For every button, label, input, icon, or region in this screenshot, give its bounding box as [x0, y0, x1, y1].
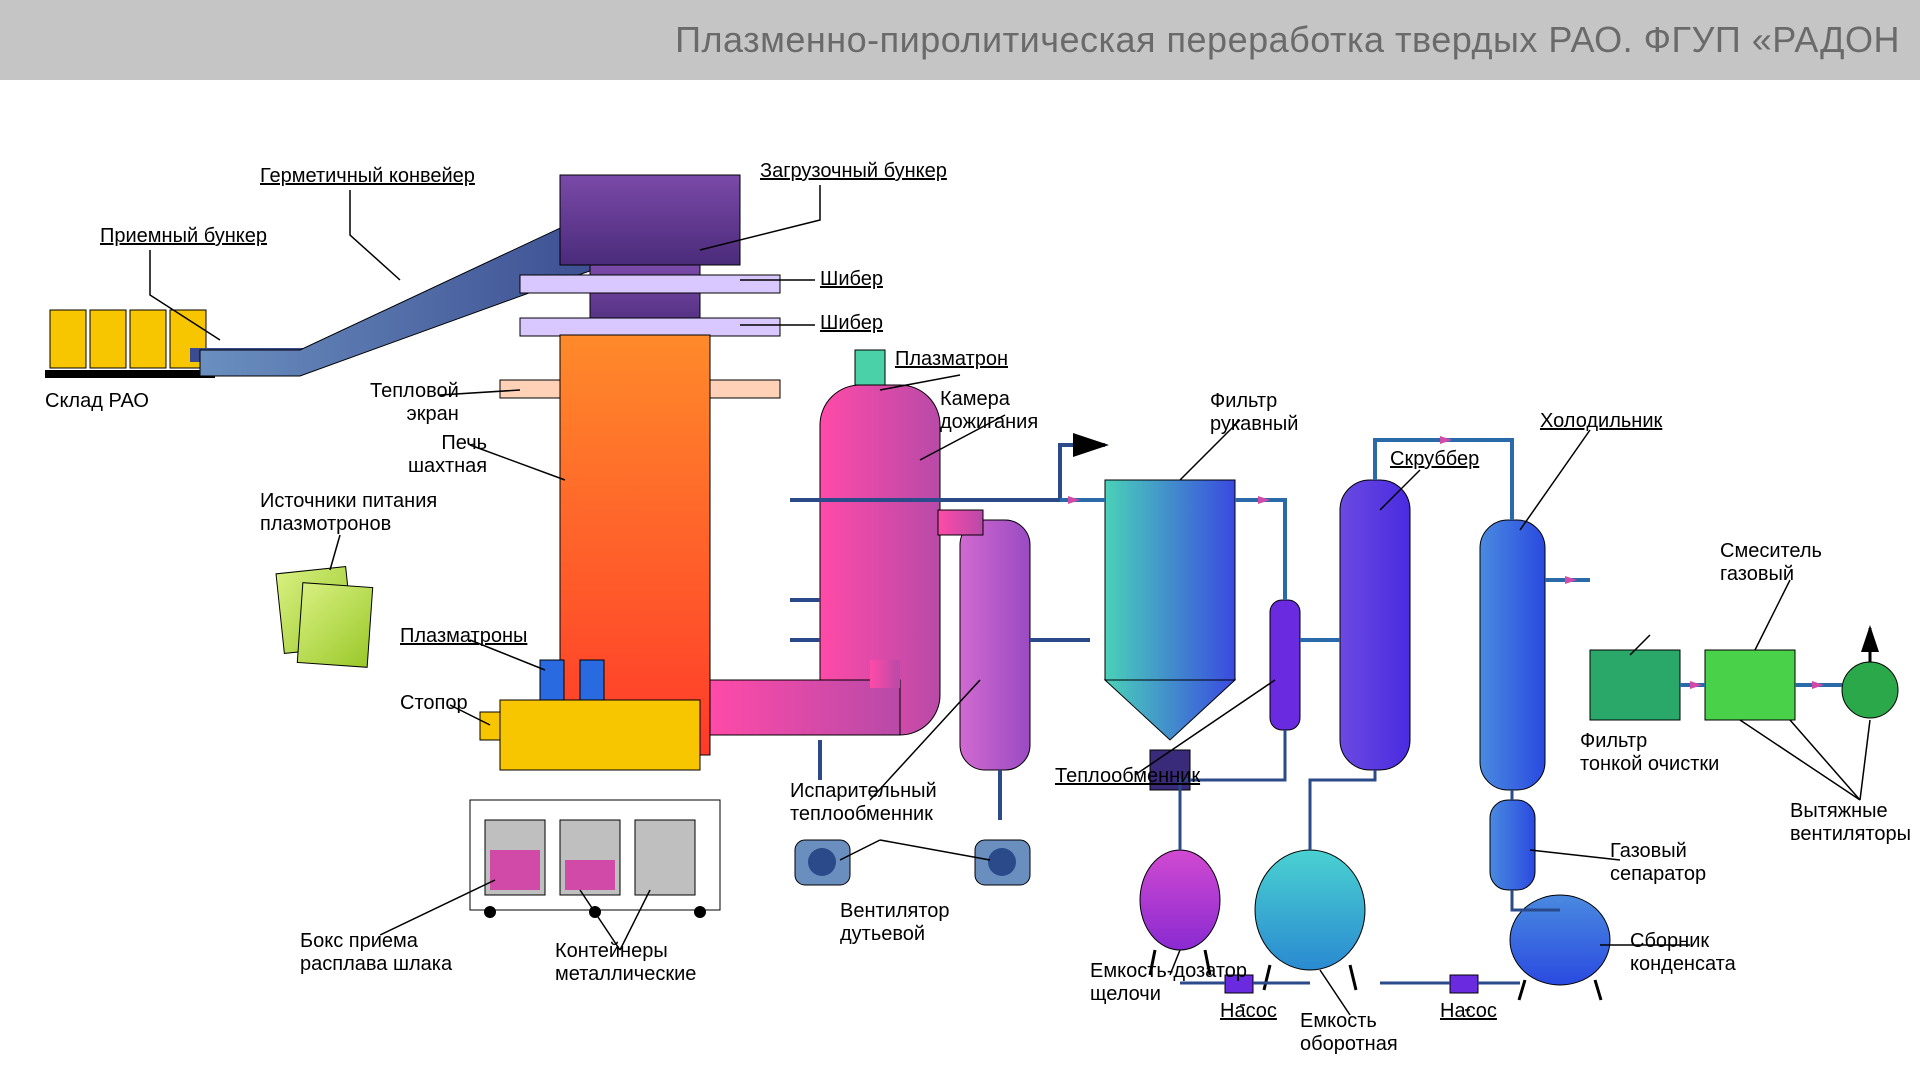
label-condensate: Сборник конденсата	[1630, 930, 1736, 976]
label-cooler: Холодильник	[1540, 410, 1662, 433]
label-stopper: Стопор	[400, 692, 468, 715]
fine-filter	[1590, 650, 1680, 720]
label-warehouse: Склад РАО	[45, 390, 149, 413]
gate-upper	[520, 275, 780, 293]
label-pump2: Насос	[1440, 1000, 1497, 1023]
title-bar: Плазменно-пиролитическая переработка тве…	[0, 0, 1920, 80]
diagram-canvas: Склад РАО Приемный бункер Герметичный ко…	[0, 80, 1920, 1080]
label-shaft-furnace: Печь шахтная	[408, 432, 487, 478]
label-blower-fan: Вентилятор дутьевой	[840, 900, 950, 946]
label-slag-box: Бокс приема расплава шлака	[300, 930, 452, 976]
afterburner	[710, 350, 940, 735]
label-gate2: Шибер	[820, 312, 883, 335]
label-containers: Контейнеры металлические	[555, 940, 696, 986]
gas-separator	[1490, 800, 1535, 890]
label-hx: Теплообменник	[1055, 765, 1200, 788]
blower-fan-2	[975, 840, 1030, 885]
label-gate1: Шибер	[820, 268, 883, 291]
slag-containers	[470, 800, 720, 918]
label-gas-mixer: Смеситель газовый	[1720, 540, 1822, 586]
label-bag-filter: Фильтр рукавный	[1210, 390, 1298, 436]
charge-hopper	[560, 175, 740, 335]
bag-filter	[1105, 480, 1235, 790]
gate-lower	[520, 318, 780, 336]
power-source-icon	[276, 567, 373, 668]
exhaust-fan	[1842, 628, 1898, 718]
label-power-sources: Источники питания плазмотронов	[260, 490, 437, 536]
cooler	[1480, 520, 1545, 790]
page-title: Плазменно-пиролитическая переработка тве…	[675, 19, 1900, 61]
label-pump1: Насос	[1220, 1000, 1277, 1023]
label-conveyor: Герметичный конвейер	[260, 165, 475, 188]
label-plasmatron-top: Плазматрон	[895, 348, 1008, 371]
scrubber	[1340, 480, 1410, 770]
stopper-icon	[480, 712, 500, 740]
recycle-tank	[1255, 850, 1365, 990]
evaporative-hx	[938, 510, 1030, 770]
label-exhaust-fans: Вытяжные вентиляторы	[1790, 800, 1911, 846]
label-intake-hopper: Приемный бункер	[100, 225, 267, 248]
label-scrubber: Скруббер	[1390, 448, 1479, 471]
label-fine-filter: Фильтр тонкой очистки	[1580, 730, 1719, 776]
alkali-doser	[1140, 850, 1220, 975]
heat-exchanger	[1270, 600, 1300, 730]
label-heat-shield: Тепловой экран	[370, 380, 459, 426]
label-evap-hx: Испарительный теплообменник	[790, 780, 937, 826]
gas-mixer	[1705, 650, 1795, 720]
label-plasmatrons: Плазматроны	[400, 625, 527, 648]
label-gas-sep: Газовый сепаратор	[1610, 840, 1706, 886]
label-afterburner: Камера дожигания	[940, 388, 1038, 434]
label-recycle-tank: Емкость оборотная	[1300, 1010, 1398, 1056]
plasmatron-top-icon	[855, 350, 885, 385]
blower-fan-1	[795, 840, 850, 885]
label-charge-hopper: Загрузочный бункер	[760, 160, 947, 183]
pump-2	[1450, 975, 1478, 993]
